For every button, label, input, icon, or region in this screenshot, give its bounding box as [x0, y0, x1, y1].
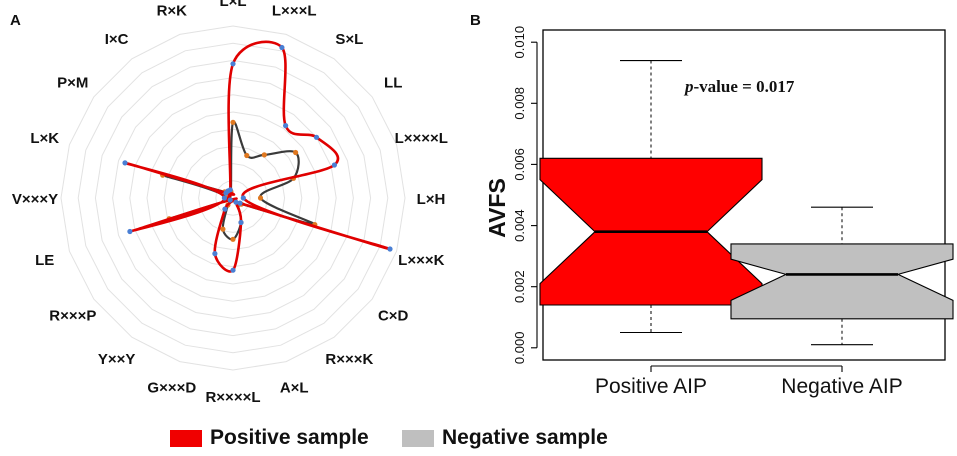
radar-axis-label: R×××P: [49, 307, 96, 324]
radar-axis-label: R×K: [157, 3, 188, 20]
radar-grid-ring: [163, 128, 303, 268]
radar-point-negative: [230, 236, 236, 242]
panel-a-label: A: [10, 12, 21, 29]
boxplot-frame: [542, 29, 946, 361]
radar-grid-ring: [60, 25, 406, 371]
y-tick-label: 0.004: [512, 209, 527, 242]
radar-point-positive: [387, 246, 393, 252]
radar-point-positive: [283, 123, 289, 129]
y-tick-label: 0.010: [512, 26, 527, 59]
radar-point-positive: [227, 187, 233, 193]
radar-axis-labels: L×L L×××L S×L LL L××××L L×H L×××K C×D R×××K A×L R×…: [12, 0, 448, 406]
p-value-text: -value = 0.017: [694, 77, 795, 96]
radar-axis-label: R××××L: [205, 389, 260, 406]
radar-grid-ring: [94, 59, 372, 337]
radar-axis-label: A×L: [280, 379, 309, 396]
radar-grid: [60, 25, 406, 371]
boxplot-elements: [539, 60, 954, 346]
legend-item-positive: Positive sample: [170, 424, 369, 452]
radar-axis-label: C×D: [378, 307, 409, 324]
legend-swatch-negative: [402, 429, 434, 447]
radar-point-positive: [221, 195, 227, 201]
radar-axis-label: R×××K: [325, 351, 373, 368]
box-negative: [730, 243, 954, 320]
radar-point-positive: [230, 61, 236, 67]
radar-grid-ring: [146, 111, 320, 285]
boxplot-y-label: AVFS: [484, 178, 510, 238]
radar-axis-label: S×L: [335, 31, 363, 48]
radar-point-negative: [257, 195, 264, 201]
radar-axis-label: L×H: [417, 191, 446, 208]
radar-axis-label: L×K: [30, 130, 59, 147]
radar-axis-label: LE: [35, 252, 54, 269]
radar-point-negative: [293, 149, 299, 156]
radar-point-negative: [230, 119, 236, 125]
x-tick-label: Positive AIP: [595, 375, 707, 398]
radar-axis-label: L×L: [219, 0, 246, 10]
radar-point-positive: [331, 162, 337, 168]
radar-axis-label: I×C: [105, 31, 129, 48]
boxplot-x-axis: Positive AIP Negative AIP: [595, 365, 903, 398]
radar-axis-label: LL: [384, 75, 402, 92]
radar-point-negative: [220, 226, 226, 232]
radar-point-positive: [230, 267, 236, 273]
radar-point-positive: [127, 228, 133, 235]
y-tick-label: 0.002: [512, 270, 527, 303]
radar-grid-ring: [112, 77, 354, 319]
boxplot-y-axis: 0.000 0.002 0.004 0.006 0.008 0.010: [512, 26, 538, 365]
radar-axis-label: P×M: [57, 75, 88, 92]
y-tick-label: 0.008: [512, 87, 527, 120]
radar-grid-ring: [77, 42, 389, 354]
radar-point-negative: [244, 152, 250, 159]
legend-label-positive: Positive sample: [210, 426, 369, 449]
p-value-italic: p: [683, 77, 694, 96]
legend-label-negative: Negative sample: [442, 426, 608, 449]
radar-series: [122, 40, 393, 273]
radar-axis-label: G×××D: [147, 379, 196, 396]
radar-grid-ring: [129, 94, 337, 302]
radar-point-positive: [237, 200, 243, 206]
y-tick-label: 0.000: [512, 332, 527, 365]
panel-b-label: B: [470, 12, 481, 29]
radar-axis-label: L×××L: [272, 3, 317, 20]
radar-point-positive: [212, 251, 218, 257]
radar-point-positive: [313, 134, 320, 140]
radar-point-negative: [261, 152, 267, 158]
radar-axis-label: V×××Y: [12, 191, 58, 208]
radar-point-positive: [222, 206, 228, 212]
radar-axis-label: L××××L: [395, 130, 448, 147]
radar-grid-ring: [198, 163, 268, 233]
radar-point-positive: [233, 199, 239, 205]
y-tick-label: 0.006: [512, 148, 527, 181]
radar-axis-label: Y××Y: [98, 351, 136, 368]
legend-swatch-positive: [170, 429, 202, 447]
x-tick-label: Negative AIP: [781, 375, 902, 398]
radar-point-positive: [279, 44, 285, 51]
radar-point-positive: [238, 219, 244, 226]
p-value-annotation: p-value = 0.017: [683, 77, 795, 96]
radar-point-positive: [122, 160, 128, 166]
radar-point-positive: [227, 197, 233, 203]
radar-axis-label: L×××K: [398, 252, 444, 269]
radar-grid-ring: [180, 145, 286, 251]
legend-item-negative: Negative sample: [402, 424, 608, 452]
radar-point-positive: [240, 195, 246, 201]
